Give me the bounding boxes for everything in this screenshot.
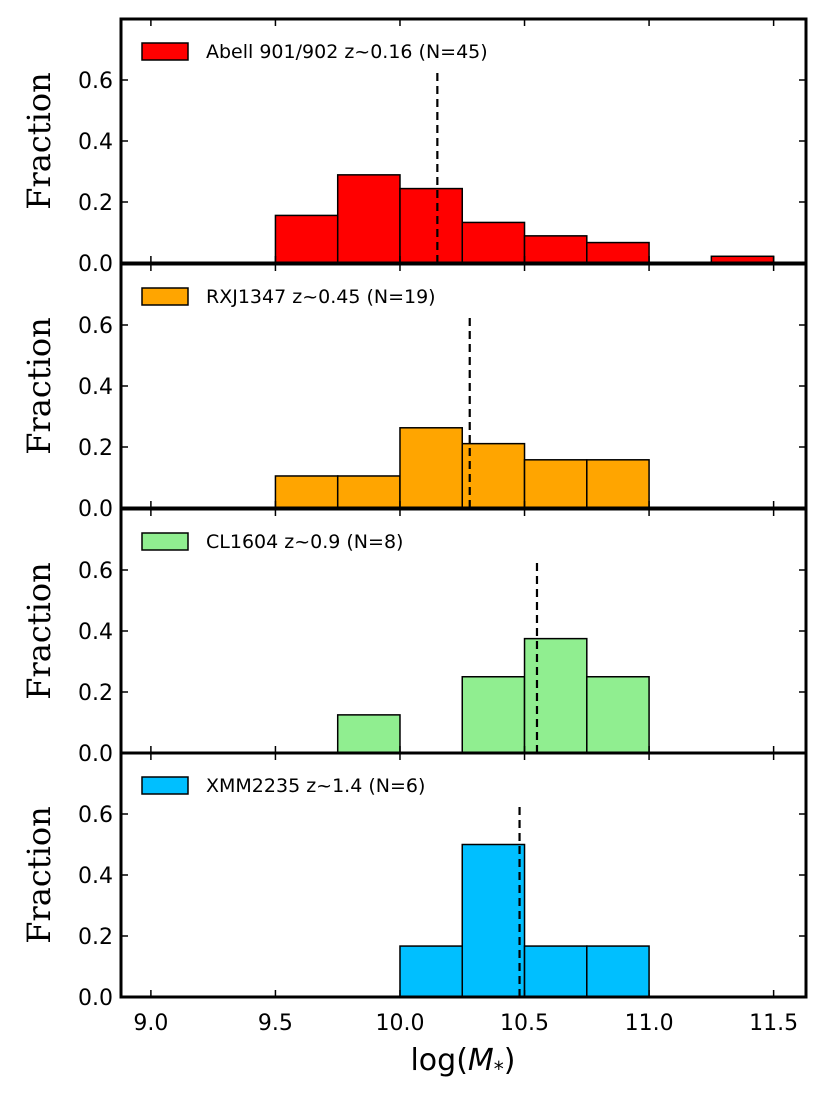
legend-swatch bbox=[141, 42, 189, 61]
histogram-bar bbox=[461, 221, 526, 264]
histogram-bar bbox=[461, 843, 526, 998]
x-axis: 9.0 9.5 10.0 10.5 11.0 11.5 bbox=[133, 1011, 798, 1036]
histogram-bar bbox=[461, 676, 526, 754]
y-tick-label: 0.6 bbox=[78, 559, 113, 584]
x-tick-label: 10.5 bbox=[500, 1011, 549, 1036]
x-tick-label: 11.0 bbox=[625, 1011, 674, 1036]
legend-label: CL1604 z~0.9 (N=8) bbox=[206, 531, 403, 553]
histogram-bar bbox=[274, 475, 339, 509]
x-tick-label: 11.5 bbox=[749, 1011, 798, 1036]
y-tick-label: 0.0 bbox=[78, 742, 113, 767]
x-axis-label: log(M*) bbox=[410, 1043, 515, 1081]
legend-swatch bbox=[141, 776, 189, 795]
histogram-bar bbox=[336, 714, 401, 754]
y-tick-label: 0.6 bbox=[78, 314, 113, 339]
legend-swatch bbox=[141, 287, 189, 306]
y-tick-label: 0.0 bbox=[78, 252, 113, 277]
y-tick-label: 0.4 bbox=[78, 130, 113, 155]
y-tick-label: 0.6 bbox=[78, 69, 113, 94]
panel-frame bbox=[119, 751, 808, 999]
panel-1: 0.0 0.2 0.4 0.6 Fraction Abell 901/902 z~0.16… bbox=[20, 17, 808, 277]
histogram-bar bbox=[586, 676, 650, 754]
histogram-bar bbox=[461, 442, 526, 509]
panels-layer: 0.0 0.2 0.4 0.6 Fraction Abell 901/902 z~0.16… bbox=[20, 17, 808, 1011]
y-axis-label: Fraction bbox=[20, 806, 58, 943]
histogram-bar bbox=[523, 945, 588, 998]
y-tick-label: 0.0 bbox=[78, 497, 113, 522]
y-tick-label: 0.0 bbox=[78, 986, 113, 1011]
y-axis-label: Fraction bbox=[20, 317, 58, 454]
histogram-bar bbox=[586, 945, 650, 998]
histogram-bar bbox=[399, 427, 464, 509]
y-tick-label: 0.2 bbox=[78, 191, 113, 216]
histogram-bar bbox=[399, 945, 464, 998]
histogram-bar bbox=[336, 475, 401, 509]
panel-2: 0.0 0.2 0.4 0.6 Fraction RXJ1347 z~0.45 (N=19… bbox=[20, 262, 808, 522]
legend-label: RXJ1347 z~0.45 (N=19) bbox=[206, 286, 436, 308]
x-tick-label: 9.0 bbox=[133, 1011, 168, 1036]
y-axis-label: Fraction bbox=[20, 562, 58, 699]
y-tick-label: 0.2 bbox=[78, 925, 113, 950]
x-tick-label: 10.0 bbox=[375, 1011, 424, 1036]
legend-label: XMM2235 z~1.4 (N=6) bbox=[206, 775, 425, 797]
y-tick-label: 0.2 bbox=[78, 436, 113, 461]
histogram-bar bbox=[523, 235, 588, 264]
y-tick-label: 0.4 bbox=[78, 620, 113, 645]
y-tick-label: 0.2 bbox=[78, 681, 113, 706]
panel-3: 0.0 0.2 0.4 0.6 Fraction CL1604 z~0.9 (N=8) bbox=[20, 507, 808, 767]
y-tick-label: 0.4 bbox=[78, 375, 113, 400]
x-tick-label: 9.5 bbox=[258, 1011, 293, 1036]
histogram-bar bbox=[586, 459, 650, 509]
y-tick-label: 0.6 bbox=[78, 803, 113, 828]
legend-swatch bbox=[141, 532, 189, 551]
histogram-bar bbox=[399, 187, 464, 264]
histogram-bar bbox=[274, 214, 339, 264]
histogram-bar bbox=[336, 174, 401, 264]
histogram-bar bbox=[523, 637, 588, 754]
histogram-bar bbox=[586, 241, 650, 264]
panel-4: 0.0 0.2 0.4 0.6 Fraction XMM2235 z~1.4 (N=6) bbox=[20, 751, 808, 1011]
y-tick-label: 0.4 bbox=[78, 864, 113, 889]
legend-label: Abell 901/902 z~0.16 (N=45) bbox=[206, 41, 488, 63]
y-axis-label: Fraction bbox=[20, 72, 58, 209]
histogram-bar bbox=[523, 459, 588, 509]
